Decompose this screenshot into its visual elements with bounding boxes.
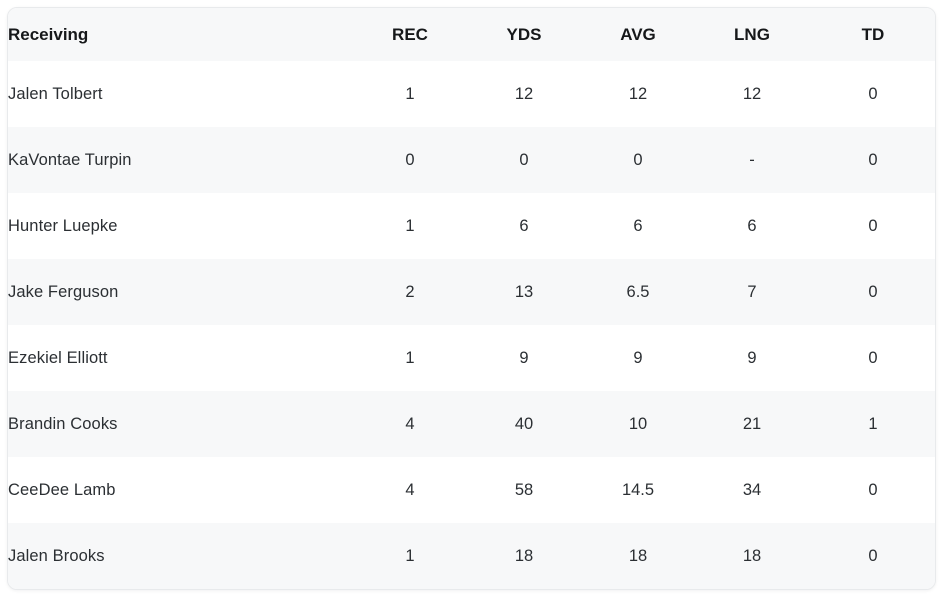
table-row[interactable]: Jalen Brooks 1 18 18 18 0 — [8, 523, 935, 589]
stat-rec: 1 — [405, 216, 415, 235]
player-name: Brandin Cooks — [8, 414, 118, 433]
stat-td: 0 — [868, 216, 878, 235]
stat-rec: 1 — [405, 348, 415, 367]
stat-lng: 7 — [747, 282, 757, 301]
stat-td: 0 — [868, 282, 878, 301]
column-header-td[interactable]: TD — [861, 24, 885, 44]
column-header-lng[interactable]: LNG — [734, 24, 770, 44]
column-header-yds[interactable]: YDS — [506, 24, 542, 44]
player-name: CeeDee Lamb — [8, 480, 116, 499]
stat-lng: 9 — [747, 348, 757, 367]
stat-rec: 2 — [405, 282, 415, 301]
stat-lng: - — [749, 150, 755, 169]
receiving-stats-card: Receiving REC YDS AVG LNG TD Jalen Tolbe… — [7, 7, 936, 590]
player-name: Ezekiel Elliott — [8, 348, 108, 367]
table-header: Receiving REC YDS AVG LNG TD — [8, 8, 935, 61]
stat-td: 0 — [868, 348, 878, 367]
player-name: Hunter Luepke — [8, 216, 118, 235]
stat-yds: 0 — [519, 150, 529, 169]
stat-td: 0 — [868, 480, 878, 499]
stat-avg: 18 — [628, 546, 648, 565]
table-row[interactable]: Brandin Cooks 4 40 10 21 1 — [8, 391, 935, 457]
column-header-receiving[interactable]: Receiving — [8, 24, 89, 44]
stat-lng: 18 — [742, 546, 762, 565]
stat-rec: 1 — [405, 84, 415, 103]
stat-lng: 34 — [742, 480, 762, 499]
table-header-row: Receiving REC YDS AVG LNG TD — [8, 8, 935, 61]
player-name: KaVontae Turpin — [8, 150, 132, 169]
column-header-rec[interactable]: REC — [392, 24, 428, 44]
stat-yds: 6 — [519, 216, 529, 235]
stat-yds: 58 — [514, 480, 534, 499]
stat-avg: 6 — [633, 216, 643, 235]
receiving-stats-table: Receiving REC YDS AVG LNG TD Jalen Tolbe… — [8, 8, 935, 589]
stat-avg: 9 — [633, 348, 643, 367]
stat-td: 0 — [868, 546, 878, 565]
stat-yds: 12 — [514, 84, 534, 103]
stat-td: 0 — [868, 150, 878, 169]
stat-avg: 6.5 — [626, 282, 650, 301]
table-row[interactable]: Jalen Tolbert 1 12 12 12 0 — [8, 61, 935, 127]
stat-lng: 21 — [742, 414, 762, 433]
table-row[interactable]: CeeDee Lamb 4 58 14.5 34 0 — [8, 457, 935, 523]
stat-rec: 1 — [405, 546, 415, 565]
stat-lng: 6 — [747, 216, 757, 235]
stat-avg: 14.5 — [621, 480, 655, 499]
stat-yds: 18 — [514, 546, 534, 565]
player-name: Jake Ferguson — [8, 282, 119, 301]
table-row[interactable]: Hunter Luepke 1 6 6 6 0 — [8, 193, 935, 259]
stat-rec: 4 — [405, 414, 415, 433]
player-name: Jalen Tolbert — [8, 84, 103, 103]
stat-avg: 12 — [628, 84, 648, 103]
table-row[interactable]: Ezekiel Elliott 1 9 9 9 0 — [8, 325, 935, 391]
table-row[interactable]: Jake Ferguson 2 13 6.5 7 0 — [8, 259, 935, 325]
stat-td: 0 — [868, 84, 878, 103]
stat-rec: 0 — [405, 150, 415, 169]
stat-yds: 13 — [514, 282, 534, 301]
stat-rec: 4 — [405, 480, 415, 499]
table-row[interactable]: KaVontae Turpin 0 0 0 - 0 — [8, 127, 935, 193]
stat-yds: 9 — [519, 348, 529, 367]
stat-avg: 0 — [633, 150, 643, 169]
table-body: Jalen Tolbert 1 12 12 12 0 KaVontae Turp… — [8, 61, 935, 589]
column-header-avg[interactable]: AVG — [620, 24, 656, 44]
player-name: Jalen Brooks — [8, 546, 105, 565]
stat-avg: 10 — [628, 414, 648, 433]
stat-td: 1 — [868, 414, 878, 433]
stat-yds: 40 — [514, 414, 534, 433]
stat-lng: 12 — [742, 84, 762, 103]
